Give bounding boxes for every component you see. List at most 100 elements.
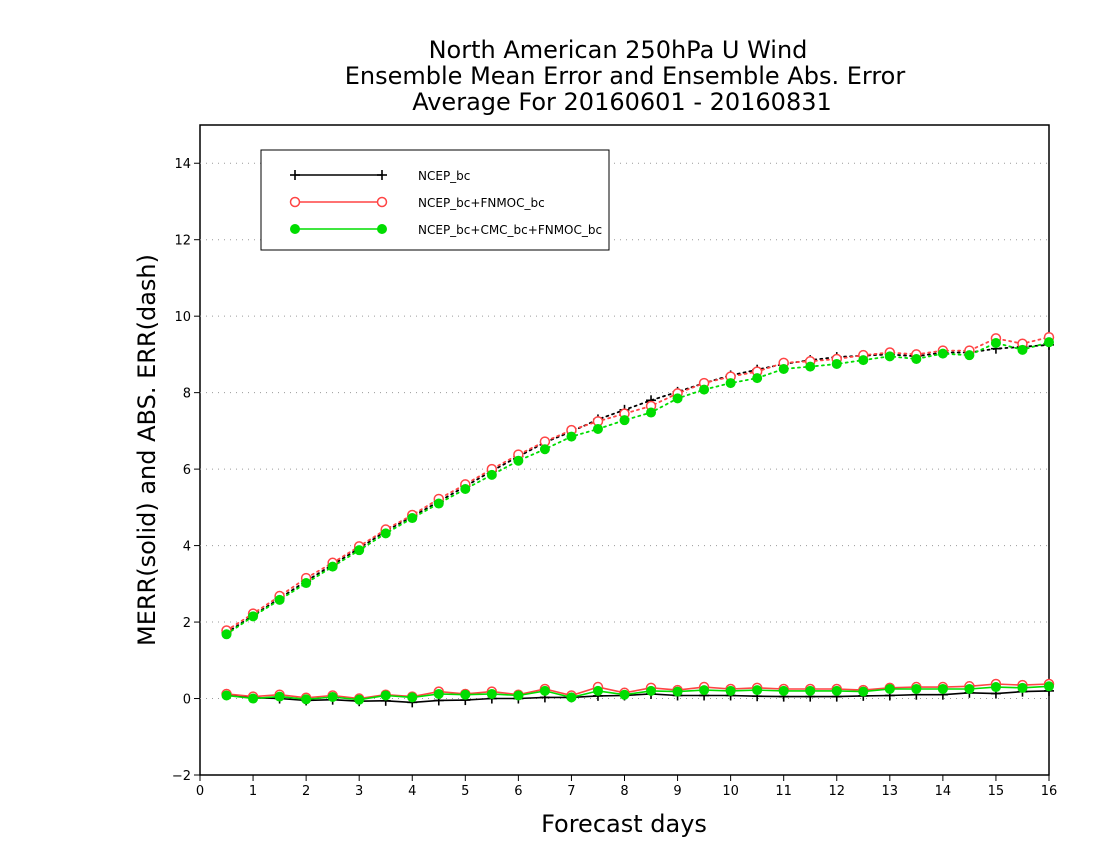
chart-title: North American 250hPa U Wind Ensemble Me… — [345, 36, 906, 116]
merr-point — [646, 685, 657, 696]
abs-err-point — [805, 361, 816, 372]
y-tick-label: 14 — [174, 157, 191, 172]
x-tick-label: 3 — [355, 784, 363, 799]
title-line-1: North American 250hPa U Wind — [429, 36, 808, 64]
y-axis-label: MERR(solid) and ABS. ERR(dash) — [133, 254, 161, 646]
merr-point — [990, 682, 1001, 693]
x-tick-label: 11 — [775, 784, 792, 799]
abs-err-point — [221, 629, 232, 640]
y-tick-label: 8 — [183, 387, 191, 402]
legend-entry-0: NCEP_bc — [290, 169, 470, 183]
abs-err-point — [619, 415, 630, 426]
merr-point — [964, 683, 975, 694]
merr-point — [433, 688, 444, 699]
abs-err-line — [225, 336, 1050, 632]
abs-err-point — [884, 351, 895, 362]
gridlines — [200, 162, 1049, 776]
abs-err-point — [858, 355, 869, 366]
merr-point — [1044, 681, 1054, 692]
merr-point — [539, 685, 550, 696]
merr-point — [274, 691, 285, 702]
merr-point — [911, 683, 922, 694]
x-tick-label: 6 — [514, 784, 522, 799]
merr-point — [566, 692, 577, 703]
title-line-3: Average For 20160601 - 20160831 — [412, 88, 832, 116]
abs-err-point — [964, 350, 975, 361]
legend-marker-left — [289, 196, 301, 208]
data-series — [221, 331, 1055, 708]
merr-point — [619, 689, 630, 700]
merr-point — [699, 685, 710, 696]
abs-err-point — [460, 484, 471, 494]
legend-marker-left — [290, 224, 300, 234]
merr-point — [831, 685, 842, 696]
abs-err-point — [831, 358, 842, 369]
merr-point — [513, 690, 524, 701]
merr-point — [592, 685, 603, 696]
abs-err-point — [990, 337, 1001, 348]
abs-err-point — [301, 578, 312, 589]
merr-point — [805, 685, 816, 696]
x-axis-label: Forecast days — [541, 810, 707, 838]
merr-point — [380, 690, 391, 701]
x-tick-label: 7 — [567, 784, 575, 799]
series-2 — [221, 337, 1054, 705]
x-tick-label: 14 — [935, 784, 952, 799]
merr-point — [778, 685, 789, 696]
merr-point — [1017, 682, 1028, 693]
abs-err-point — [274, 594, 285, 605]
y-tick-label: 0 — [183, 693, 191, 708]
legend-label: NCEP_bc+FNMOC_bc — [418, 196, 545, 210]
x-tick-label: 16 — [1041, 784, 1058, 799]
legend-entry-1: NCEP_bc+FNMOC_bc — [289, 196, 545, 210]
x-tick-label: 9 — [673, 784, 681, 799]
x-tick-label: 0 — [196, 784, 204, 799]
legend-marker-right — [377, 170, 387, 180]
x-tick-label: 1 — [249, 784, 257, 799]
merr-point — [327, 692, 338, 702]
abs-err-point — [539, 444, 550, 455]
merr-point — [407, 692, 418, 703]
title-line-2: Ensemble Mean Error and Ensemble Abs. Er… — [345, 62, 906, 90]
legend-box — [260, 149, 610, 251]
x-tick-label: 8 — [620, 784, 628, 799]
abs-err-point — [911, 354, 922, 364]
y-tick-label: 12 — [174, 234, 191, 249]
abs-err-point — [592, 423, 603, 434]
merr-point — [460, 689, 471, 700]
abs-err-point — [407, 513, 418, 524]
merr-point — [672, 686, 683, 697]
x-tick-label: 10 — [722, 784, 739, 799]
merr-line — [226, 683, 1050, 700]
x-tick-label: 15 — [988, 784, 1005, 799]
series-0 — [221, 339, 1054, 708]
y-tick-label: 4 — [183, 540, 191, 555]
legend-entries: NCEP_bc NCEP_bc+FNMOC_bc NCEP_bc+CMC_bc+FN… — [289, 169, 602, 237]
abs-err-point — [327, 561, 338, 572]
abs-err-line — [225, 341, 1050, 636]
abs-err-point — [486, 469, 497, 480]
abs-err-point — [433, 498, 444, 509]
y-tick-label: 2 — [183, 616, 191, 631]
abs-err-point — [937, 348, 948, 359]
y-tick-label: 6 — [183, 463, 191, 478]
y-tick-label: −2 — [172, 769, 191, 784]
legend-entry-2: NCEP_bc+CMC_bc+FNMOC_bc — [290, 223, 602, 237]
merr-point — [354, 694, 365, 705]
abs-err-point — [1017, 344, 1028, 355]
abs-err-point — [380, 528, 391, 539]
merr-point — [858, 686, 869, 697]
legend-marker-left — [290, 170, 300, 180]
abs-err-point — [1044, 337, 1054, 348]
merr-point — [248, 693, 259, 704]
legend-marker-right — [376, 196, 388, 208]
abs-err-point — [354, 545, 365, 556]
abs-err-point — [513, 455, 524, 466]
x-tick-label: 12 — [828, 784, 845, 799]
abs-err-point — [752, 373, 763, 384]
merr-point — [884, 683, 895, 694]
abs-err-point — [778, 363, 789, 374]
legend-label: NCEP_bc — [418, 169, 470, 183]
